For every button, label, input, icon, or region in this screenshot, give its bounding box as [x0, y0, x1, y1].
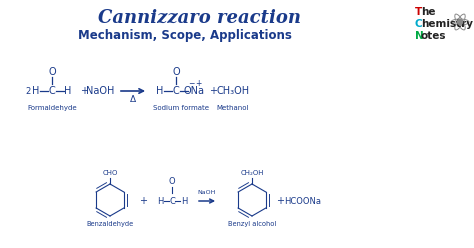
Text: H: H: [156, 86, 164, 96]
Text: C: C: [49, 86, 55, 96]
Text: O: O: [169, 178, 175, 186]
Text: CH₃OH: CH₃OH: [217, 86, 250, 96]
Text: +: +: [209, 86, 217, 96]
Text: C: C: [169, 196, 175, 206]
Text: CHO: CHO: [102, 170, 118, 176]
Text: 2: 2: [26, 87, 31, 95]
Text: Cannizzaro reaction: Cannizzaro reaction: [99, 9, 301, 27]
Text: H: H: [181, 196, 187, 206]
Text: Benzyl alcohol: Benzyl alcohol: [228, 221, 276, 227]
Text: Methanol: Methanol: [217, 105, 249, 111]
Text: H: H: [64, 86, 72, 96]
Text: O: O: [172, 67, 180, 77]
Text: +: +: [276, 196, 284, 206]
Text: hemistry: hemistry: [421, 19, 473, 29]
Text: H: H: [157, 196, 163, 206]
Text: +: +: [80, 86, 88, 96]
Text: Formaldehyde: Formaldehyde: [27, 105, 77, 111]
Text: +: +: [139, 196, 147, 206]
Text: he: he: [421, 7, 436, 17]
Text: NaOH: NaOH: [198, 190, 216, 195]
Text: C: C: [415, 19, 423, 29]
Text: NaOH: NaOH: [86, 86, 114, 96]
Text: −: −: [188, 80, 194, 89]
Text: Benzaldehyde: Benzaldehyde: [86, 221, 134, 227]
Text: Sodium formate: Sodium formate: [153, 105, 209, 111]
Circle shape: [457, 20, 463, 25]
Text: ONa: ONa: [183, 86, 204, 96]
Text: N: N: [415, 31, 424, 41]
Text: C: C: [173, 86, 179, 96]
Text: otes: otes: [421, 31, 447, 41]
Text: Δ: Δ: [130, 95, 136, 104]
Text: Mechanism, Scope, Applications: Mechanism, Scope, Applications: [78, 29, 292, 41]
Text: H: H: [32, 86, 40, 96]
Text: HCOONa: HCOONa: [284, 196, 321, 206]
Text: O: O: [48, 67, 56, 77]
Text: T: T: [415, 7, 422, 17]
Text: CH₂OH: CH₂OH: [240, 170, 264, 176]
Text: +: +: [195, 80, 201, 89]
